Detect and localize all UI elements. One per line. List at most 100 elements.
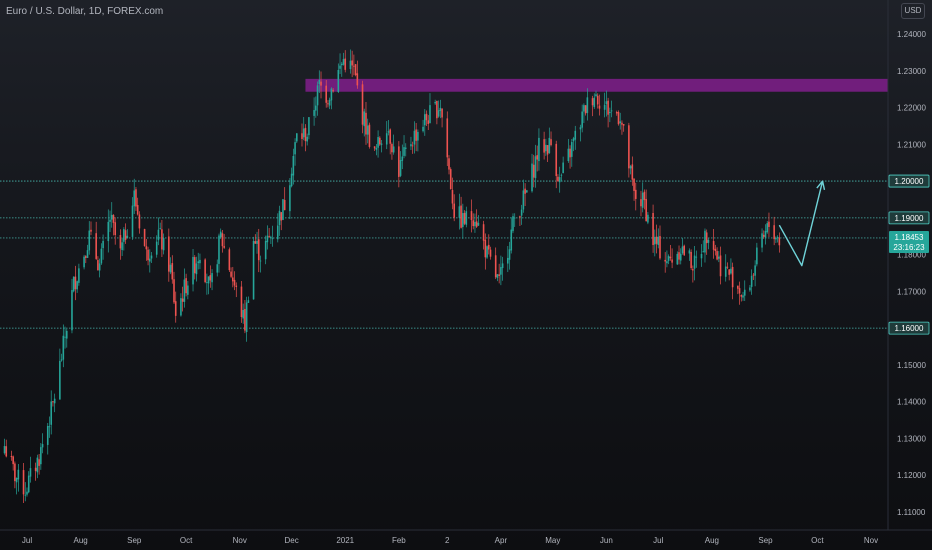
- candle-body: [494, 255, 497, 278]
- candle: [64, 326, 66, 349]
- candle: [712, 229, 715, 259]
- candle-body: [702, 251, 705, 253]
- candle: [150, 251, 153, 263]
- candle-body: [27, 475, 30, 493]
- candle: [162, 233, 165, 255]
- candle: [462, 203, 464, 239]
- candle: [308, 117, 310, 140]
- candle-body: [615, 112, 618, 114]
- candle: [593, 93, 596, 109]
- candle: [724, 254, 727, 282]
- candle-body: [22, 470, 25, 495]
- candle: [78, 263, 80, 286]
- candle: [97, 256, 99, 271]
- candle-body: [534, 156, 537, 179]
- candle-body: [71, 290, 73, 331]
- candle-body: [666, 261, 668, 264]
- candle-body: [392, 146, 395, 153]
- currency-button[interactable]: USD: [901, 3, 925, 19]
- candle: [693, 245, 696, 281]
- time-axis[interactable]: Jul Aug Sep Oct Nov Dec 2021 Feb 2 Apr May Jun Jul Au…: [0, 529, 932, 545]
- candle-body: [436, 100, 438, 119]
- candle: [417, 129, 419, 152]
- candle-body: [107, 221, 110, 242]
- candle-body: [62, 335, 65, 360]
- candle-body: [714, 248, 717, 252]
- candle-body: [695, 256, 698, 258]
- candle-body: [562, 162, 564, 174]
- symbol-title[interactable]: Euro / U.S. Dollar, 1D, FOREX.com: [6, 6, 164, 17]
- candle-body: [296, 133, 298, 142]
- candle-body: [110, 214, 113, 220]
- candle-body: [716, 251, 718, 260]
- candle-body: [543, 139, 545, 153]
- candle: [109, 210, 111, 233]
- candle: [157, 217, 160, 246]
- candle: [46, 422, 49, 455]
- candle-body: [546, 145, 549, 155]
- candle: [368, 122, 371, 149]
- candle-body: [219, 231, 222, 238]
- candle-body: [628, 125, 630, 169]
- candle-body: [301, 133, 303, 139]
- candle: [423, 109, 426, 136]
- candle: [688, 248, 691, 261]
- candle: [775, 236, 777, 243]
- candle-body: [446, 118, 449, 158]
- candle: [86, 244, 89, 259]
- price-tick-label: 1.14000: [897, 398, 926, 407]
- candle-body: [204, 259, 206, 283]
- candle-body: [308, 117, 310, 136]
- candle: [240, 281, 243, 323]
- price-axis[interactable]: 1.24000 1.23000 1.22000 1.21000 1.18000 1.170…: [887, 0, 926, 530]
- candle-body: [607, 100, 609, 115]
- candle-body: [135, 189, 137, 207]
- candle: [278, 205, 281, 236]
- candle: [581, 104, 583, 133]
- candle-body: [97, 260, 99, 271]
- candle-body: [339, 65, 341, 69]
- candle: [446, 111, 449, 167]
- candle-body: [199, 259, 201, 264]
- candle-body: [403, 147, 405, 156]
- candle-body: [690, 252, 692, 268]
- candle: [562, 156, 564, 174]
- candle: [247, 296, 250, 303]
- candle-body: [693, 255, 696, 269]
- candle-body: [621, 122, 623, 125]
- candle-body: [593, 97, 596, 108]
- candle-body: [472, 220, 475, 227]
- candle-body: [643, 191, 646, 201]
- candle-body: [119, 235, 122, 249]
- candle: [690, 249, 692, 270]
- candle: [289, 178, 291, 220]
- candle-body: [332, 90, 334, 92]
- candle: [534, 144, 537, 188]
- candle: [387, 119, 390, 136]
- level-badge-box: [888, 174, 930, 188]
- candle: [50, 390, 53, 435]
- candle: [199, 253, 201, 270]
- candle: [607, 97, 609, 128]
- horizontal-levels-layer: [0, 180, 888, 329]
- candle: [325, 80, 328, 108]
- candle-body: [218, 235, 220, 264]
- candle: [147, 246, 149, 266]
- candle-body: [398, 146, 400, 177]
- candle: [187, 281, 189, 300]
- candle-body: [86, 250, 89, 258]
- time-tick-label: 2: [445, 536, 450, 545]
- candle: [634, 182, 637, 211]
- candle: [271, 225, 274, 247]
- candle-body: [728, 269, 730, 275]
- candle-body: [531, 163, 533, 192]
- price-tick-label: 1.13000: [897, 434, 926, 443]
- candle: [98, 258, 101, 278]
- candle-body: [121, 242, 123, 251]
- candle: [185, 273, 187, 297]
- candle: [596, 93, 599, 109]
- candle-body: [276, 225, 279, 240]
- candle: [330, 87, 333, 110]
- candle-body: [557, 176, 559, 182]
